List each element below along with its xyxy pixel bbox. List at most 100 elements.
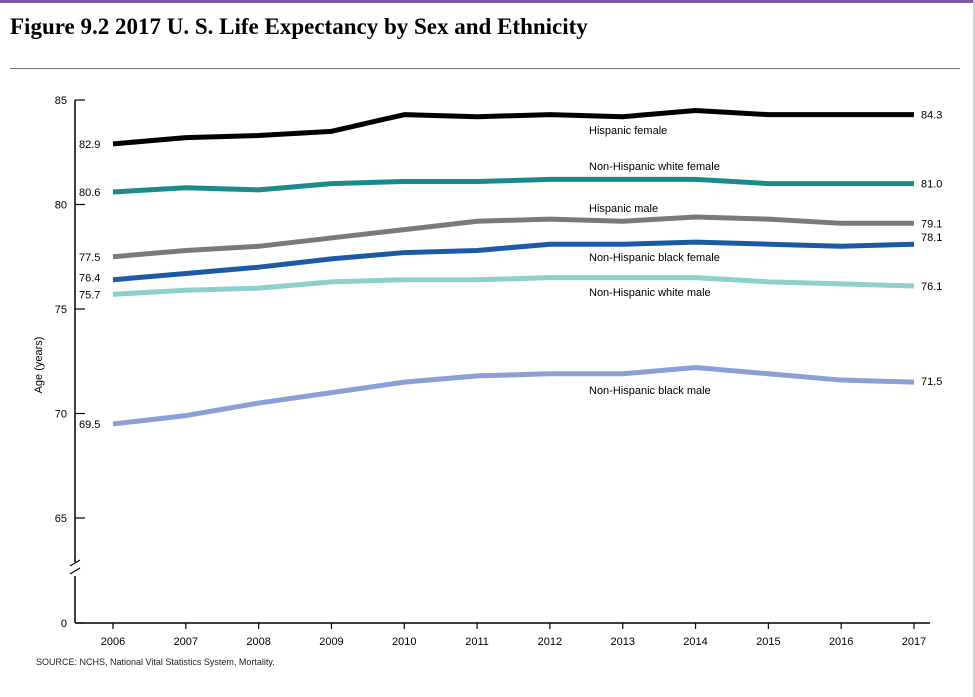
end-value-label: 84.3 [921, 110, 942, 122]
data-point [256, 244, 261, 249]
data-point [766, 242, 771, 247]
series-name-label: Non-Hispanic white female [589, 161, 720, 173]
data-point [183, 185, 188, 190]
data-point [475, 248, 480, 253]
data-point [402, 179, 407, 184]
data-point [839, 181, 844, 186]
series-name-label: Non-Hispanic white male [589, 287, 711, 299]
data-point [111, 254, 116, 259]
data-point [329, 181, 334, 186]
title-divider [10, 68, 960, 69]
start-value-label: 75.7 [79, 289, 100, 301]
series-name-label: Non-Hispanic black male [589, 385, 711, 397]
series-name-label: Non-Hispanic black female [589, 252, 720, 264]
data-point [839, 378, 844, 383]
data-point [839, 244, 844, 249]
data-point [547, 371, 552, 376]
data-point [402, 380, 407, 385]
series-line-1 [112, 107, 914, 147]
data-point [402, 277, 407, 282]
data-point [912, 242, 917, 247]
data-point [183, 288, 188, 293]
data-point [620, 371, 625, 376]
x-tick-label: 2008 [246, 636, 270, 648]
data-point [111, 141, 116, 146]
data-point [766, 217, 771, 222]
y-axis-label: Age (years) [33, 337, 45, 394]
data-point [256, 265, 261, 270]
data-point [183, 271, 188, 276]
y-tick-label: 85 [55, 95, 67, 107]
data-point [912, 221, 917, 226]
data-point [766, 371, 771, 376]
series-name-label: Hispanic female [589, 125, 667, 137]
end-value-label: 81.0 [921, 179, 942, 191]
data-point [183, 413, 188, 418]
x-tick-label: 2010 [392, 636, 416, 648]
end-value-label: 79.1 [921, 218, 942, 230]
data-point [111, 421, 116, 426]
axis-break-mark [69, 567, 81, 575]
series-line-6 [112, 365, 915, 427]
x-tick-label: 2007 [174, 636, 198, 648]
data-point [547, 242, 552, 247]
data-point [329, 279, 334, 284]
data-point [256, 401, 261, 406]
data-point [329, 256, 334, 261]
end-value-label: 78.1 [921, 232, 942, 244]
y-tick-label: 70 [55, 409, 67, 421]
data-point [766, 279, 771, 284]
data-point [693, 240, 698, 245]
series-line-2 [112, 176, 914, 195]
data-point [329, 235, 334, 240]
source-note: SOURCE: NCHS, National Vital Statistics … [36, 657, 275, 667]
data-point [256, 133, 261, 138]
right-border [973, 0, 975, 697]
data-point [839, 112, 844, 117]
data-point [111, 189, 116, 194]
data-point [912, 181, 917, 186]
y-tick-label: 0 [61, 618, 67, 630]
data-point [839, 221, 844, 226]
y-tick-label: 75 [55, 304, 67, 316]
data-point [111, 292, 116, 297]
data-point [183, 135, 188, 140]
data-point [620, 275, 625, 280]
data-point [693, 108, 698, 113]
data-point [329, 390, 334, 395]
x-tick-label: 2017 [902, 636, 926, 648]
data-point [329, 129, 334, 134]
data-point [256, 187, 261, 192]
data-point [475, 277, 480, 282]
data-point [402, 227, 407, 232]
start-value-label: 80.6 [79, 187, 100, 199]
data-point [402, 250, 407, 255]
series-line-4 [112, 239, 915, 283]
data-point [256, 286, 261, 291]
start-value-label: 77.5 [79, 252, 100, 264]
x-tick-label: 2014 [683, 636, 707, 648]
data-point [547, 217, 552, 222]
data-point [402, 112, 407, 117]
data-point [620, 219, 625, 224]
data-point [620, 177, 625, 182]
data-point [475, 219, 480, 224]
data-point [183, 248, 188, 253]
series-line-3 [112, 214, 914, 260]
y-tick-label: 80 [55, 200, 67, 212]
figure-title: Figure 9.2 2017 U. S. Life Expectancy by… [10, 14, 588, 39]
x-tick-label: 2013 [610, 636, 634, 648]
data-point [766, 112, 771, 117]
x-tick-label: 2011 [465, 636, 489, 648]
series-name-label: Hispanic male [589, 203, 658, 215]
data-point [693, 275, 698, 280]
x-tick-label: 2006 [101, 636, 125, 648]
data-point [912, 112, 917, 117]
start-value-label: 82.9 [79, 139, 100, 151]
start-value-label: 76.4 [79, 273, 100, 285]
data-point [620, 114, 625, 119]
end-value-label: 76.1 [921, 281, 942, 293]
data-point [693, 365, 698, 370]
data-point [839, 281, 844, 286]
